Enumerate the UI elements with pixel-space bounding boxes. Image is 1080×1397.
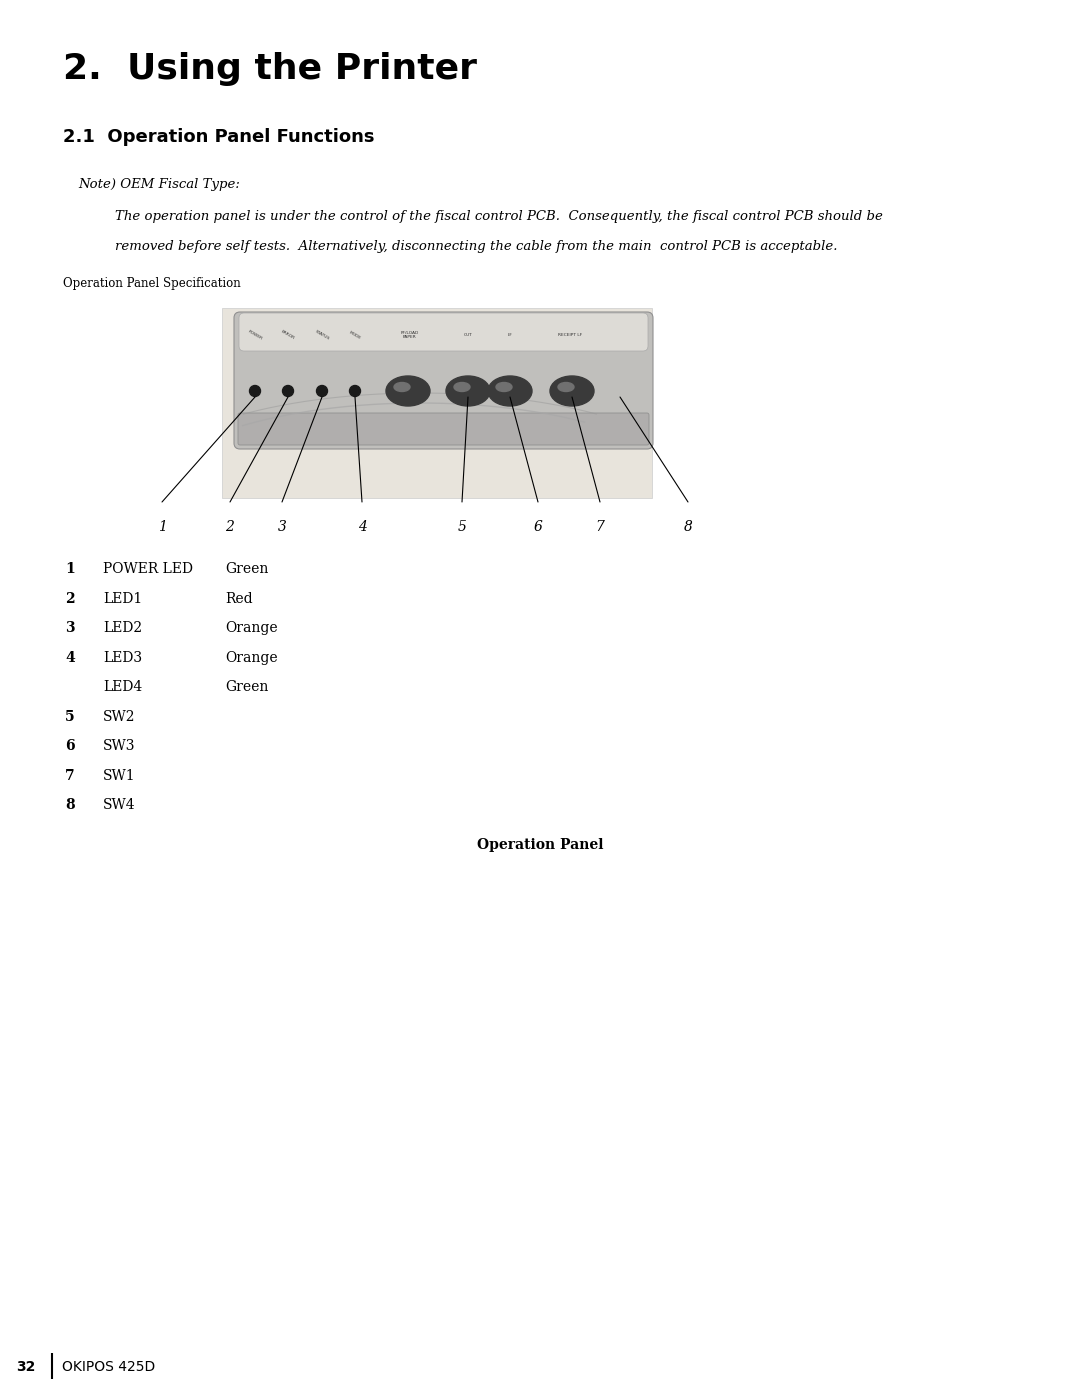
- Ellipse shape: [454, 383, 470, 391]
- Text: SW1: SW1: [103, 768, 136, 782]
- Text: Operation Panel Specification: Operation Panel Specification: [63, 277, 241, 291]
- Text: 5: 5: [65, 710, 75, 724]
- Text: MODE: MODE: [349, 330, 362, 339]
- Text: 1: 1: [65, 562, 75, 576]
- Text: OKIPOS 425D: OKIPOS 425D: [62, 1361, 156, 1375]
- Text: Note) OEM Fiscal Type:: Note) OEM Fiscal Type:: [78, 177, 240, 191]
- Circle shape: [316, 386, 327, 397]
- Text: 3: 3: [65, 622, 75, 636]
- Ellipse shape: [446, 376, 490, 407]
- Circle shape: [350, 386, 361, 397]
- Text: LED3: LED3: [103, 651, 143, 665]
- Text: Orange: Orange: [225, 651, 278, 665]
- Ellipse shape: [558, 383, 573, 391]
- Text: 2: 2: [226, 520, 234, 534]
- Text: 6: 6: [534, 520, 542, 534]
- Text: 1: 1: [158, 520, 166, 534]
- Text: ERROR: ERROR: [281, 330, 296, 341]
- Text: STATUS: STATUS: [314, 330, 330, 341]
- FancyBboxPatch shape: [238, 414, 649, 446]
- Text: 32: 32: [16, 1361, 36, 1375]
- Text: SW3: SW3: [103, 739, 135, 753]
- Text: 5: 5: [458, 520, 467, 534]
- Text: Green: Green: [225, 562, 268, 576]
- Text: LED2: LED2: [103, 622, 143, 636]
- Text: 7: 7: [595, 520, 605, 534]
- Text: 8: 8: [684, 520, 692, 534]
- Text: 4: 4: [65, 651, 75, 665]
- Text: LED1: LED1: [103, 591, 143, 605]
- Circle shape: [283, 386, 294, 397]
- Ellipse shape: [488, 376, 532, 407]
- FancyBboxPatch shape: [234, 312, 653, 448]
- Text: 2.  Using the Printer: 2. Using the Printer: [63, 52, 477, 87]
- Ellipse shape: [550, 376, 594, 407]
- Text: 3: 3: [278, 520, 286, 534]
- Text: 6: 6: [65, 739, 75, 753]
- Text: LED4: LED4: [103, 680, 143, 694]
- Ellipse shape: [496, 383, 512, 391]
- Text: RECEIPT LF: RECEIPT LF: [558, 332, 582, 337]
- Text: 8: 8: [65, 798, 75, 812]
- Text: SW2: SW2: [103, 710, 135, 724]
- Text: 4: 4: [357, 520, 366, 534]
- Text: CUT: CUT: [463, 332, 472, 337]
- Text: Operation Panel: Operation Panel: [476, 837, 604, 852]
- Text: The operation panel is under the control of the fiscal control PCB.  Consequentl: The operation panel is under the control…: [114, 210, 882, 224]
- Circle shape: [249, 386, 260, 397]
- Text: FF/LOAD
PAPER: FF/LOAD PAPER: [401, 331, 419, 339]
- Text: POWER LED: POWER LED: [103, 562, 193, 576]
- Text: 2: 2: [65, 591, 75, 605]
- Text: SW4: SW4: [103, 798, 136, 812]
- Text: 7: 7: [65, 768, 75, 782]
- Text: POWER: POWER: [247, 330, 264, 341]
- FancyBboxPatch shape: [222, 307, 652, 497]
- FancyBboxPatch shape: [239, 313, 648, 351]
- Text: removed before self tests.  Alternatively, disconnecting the cable from the main: removed before self tests. Alternatively…: [114, 240, 837, 253]
- Text: Green: Green: [225, 680, 268, 694]
- Ellipse shape: [386, 376, 430, 407]
- Text: Red: Red: [225, 591, 253, 605]
- Ellipse shape: [394, 383, 410, 391]
- Text: 2.1  Operation Panel Functions: 2.1 Operation Panel Functions: [63, 129, 375, 147]
- Text: Orange: Orange: [225, 622, 278, 636]
- Text: LF: LF: [508, 332, 512, 337]
